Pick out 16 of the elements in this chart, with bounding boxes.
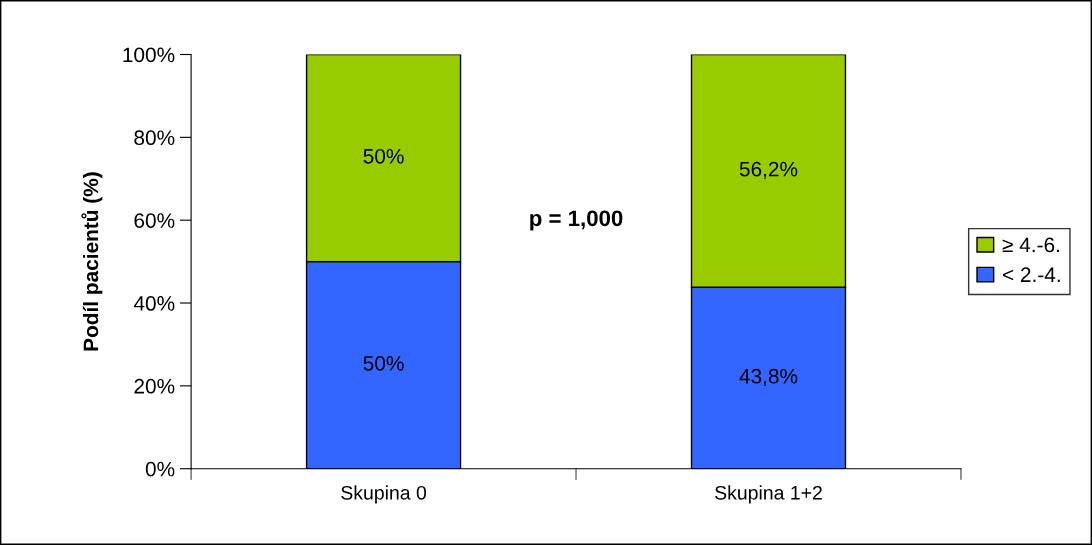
data-label: 43,8%	[739, 368, 798, 387]
data-label: 50%	[363, 148, 404, 164]
data-label: 50%	[363, 355, 404, 371]
y-tick-label: 100%	[123, 47, 175, 63]
y-tick-label: 40%	[133, 296, 175, 311]
data-label: 56,2%	[739, 161, 798, 179]
y-tick-label: 80%	[134, 130, 175, 146]
y-tick-label: 20%	[134, 378, 175, 394]
legend-label: ≥ 4.-6.	[1002, 237, 1059, 253]
x-tick-label: Skupina 0	[341, 485, 427, 504]
y-tick-label: 60%	[134, 213, 175, 228]
legend-label: < 2.-4.	[1003, 267, 1060, 282]
x-tick-label: Skupina 1+2	[715, 485, 822, 504]
annotation: p = 1,000	[530, 210, 623, 231]
y-tick-label: 0%	[145, 461, 175, 477]
y-axis-title: Podíl pacientů (%)	[81, 172, 103, 351]
